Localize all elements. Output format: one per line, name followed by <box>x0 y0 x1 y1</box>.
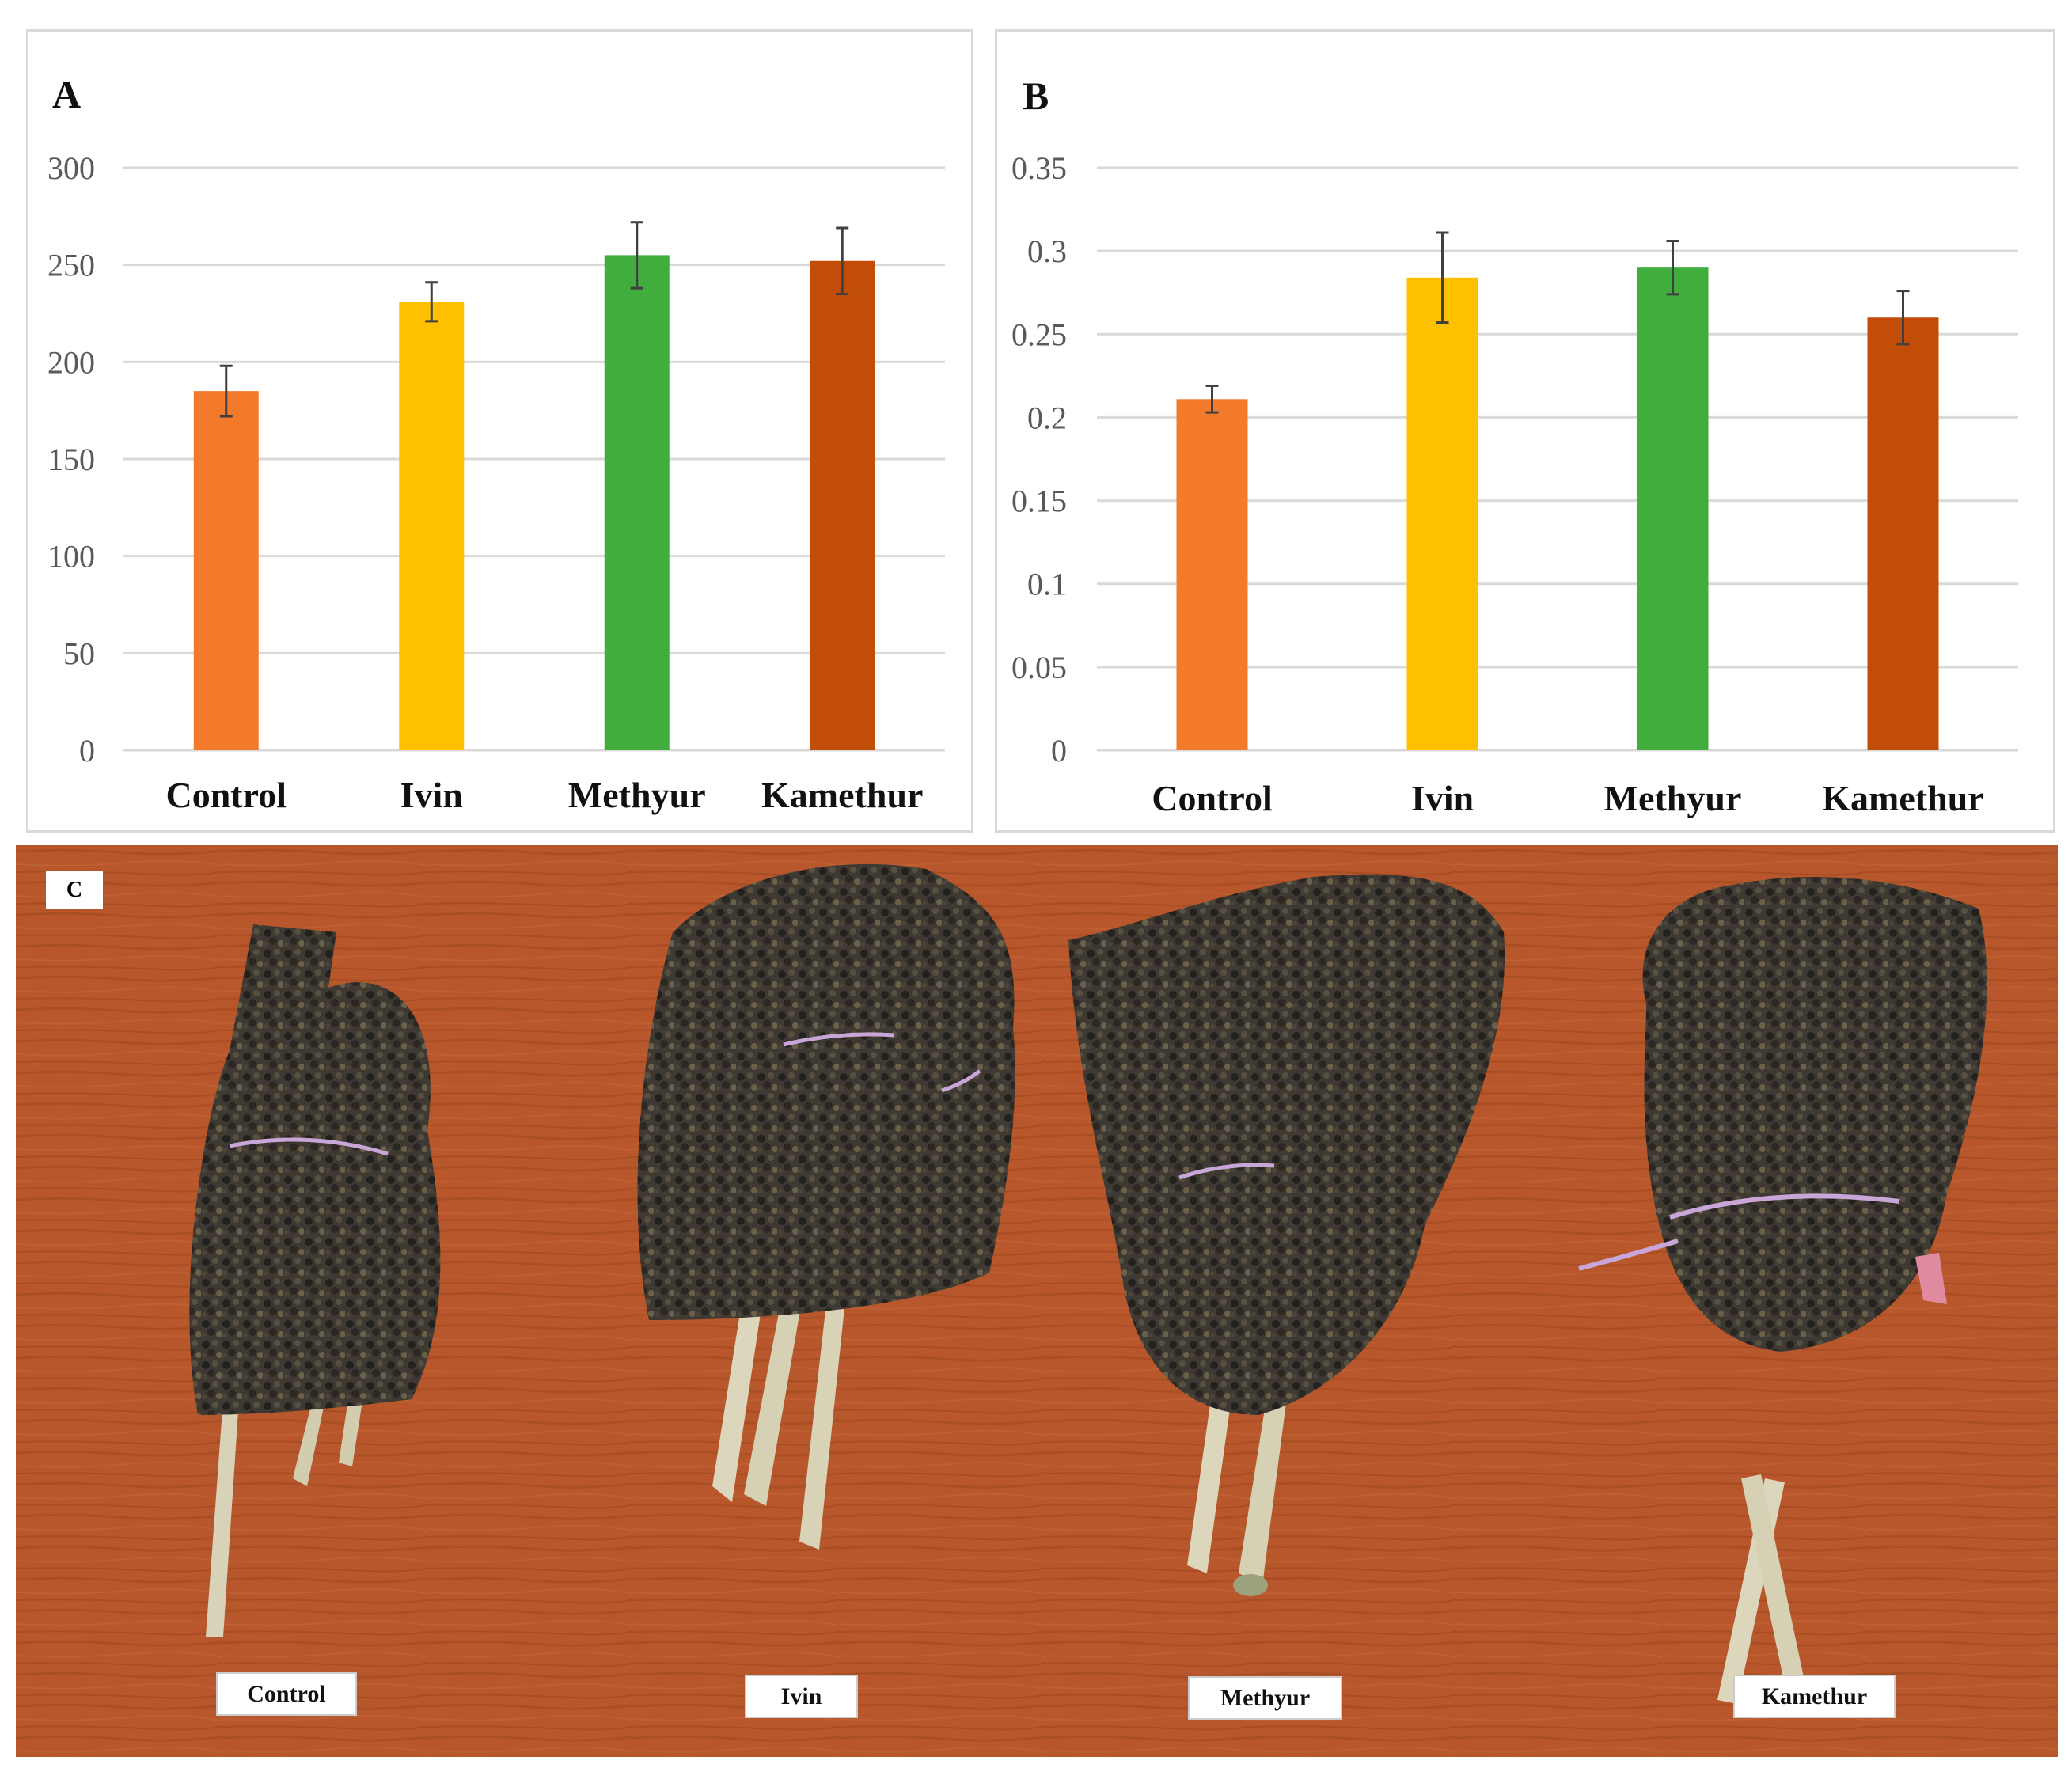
bar-chart-b: 0 0.05 0.1 0.15 0.2 0.25 0.3 0.35 Control Ivin Met… <box>1011 150 2018 818</box>
bar-control <box>1176 399 1248 750</box>
photo-illustration <box>16 845 2058 1757</box>
panel-letter-c: C <box>46 871 103 909</box>
photo-label-methyur: Methyur <box>1188 1676 1342 1720</box>
y-tick-label: 0 <box>1051 733 1067 768</box>
photo-label-control: Control <box>216 1672 357 1716</box>
bar-control <box>193 391 259 750</box>
y-tick-label: 0.2 <box>1027 400 1067 435</box>
chart-panel-a: A 0 50 100 150 200 250 300 Control Ivin Methyur Ka… <box>26 29 973 833</box>
bar-ivin <box>399 302 465 750</box>
bar-ivin <box>1406 277 1478 750</box>
error-bar <box>1666 240 1679 296</box>
y-tick-label: 0.3 <box>1027 233 1067 269</box>
error-bar <box>219 364 233 418</box>
bar-chart-a: 0 50 100 150 200 250 300 Control Ivin Methyur Kame… <box>47 150 945 815</box>
sorghum-photo: C Control Ivin Methyur Kamethur <box>16 845 2058 1757</box>
y-tick-label: 0 <box>79 733 95 768</box>
error-bar <box>1436 231 1449 324</box>
y-tick-label: 0.35 <box>1011 150 1067 186</box>
y-tick-label: 150 <box>47 442 95 477</box>
x-tick-label-ivin: Ivin <box>1411 778 1474 818</box>
x-tick-label-kamethur: Kamethur <box>761 775 923 815</box>
x-tick-label-kamethur: Kamethur <box>1822 778 1983 818</box>
panel-letter-a: A <box>52 72 82 116</box>
ivin-sorghum-bundle <box>637 863 1015 1550</box>
error-bar <box>630 221 643 290</box>
y-tick-label: 50 <box>63 635 95 671</box>
error-bar <box>425 281 438 323</box>
y-tick-label: 250 <box>47 248 95 283</box>
y-tick-label: 0.1 <box>1027 567 1067 602</box>
x-tick-label-ivin: Ivin <box>400 775 463 815</box>
control-sorghum-bundle <box>189 924 441 1637</box>
x-tick-label-methyur: Methyur <box>1604 778 1742 818</box>
error-bar <box>836 226 849 295</box>
kamethur-sorghum-bundle <box>1578 877 1987 1704</box>
bar-methyur <box>1637 267 1709 751</box>
bar-kamethur <box>1867 317 1939 750</box>
chart-panel-b: B 0 0.05 0.1 0.15 0.2 0.25 0.3 0.35 Control Ivin M… <box>995 29 2055 833</box>
y-tick-label: 0.15 <box>1011 484 1067 519</box>
error-bar <box>1896 290 1910 346</box>
panel-letter-b: B <box>1023 74 1049 118</box>
photo-label-kamethur: Kamethur <box>1733 1675 1896 1718</box>
x-tick-label-methyur: Methyur <box>568 775 706 815</box>
methyur-sorghum-bundle <box>1068 874 1505 1596</box>
y-tick-label: 0.05 <box>1011 650 1067 685</box>
x-tick-label-control: Control <box>1152 778 1273 818</box>
y-tick-label: 0.25 <box>1011 317 1067 352</box>
y-tick-label: 300 <box>47 150 95 186</box>
y-tick-label: 100 <box>47 539 95 575</box>
error-bar <box>1205 384 1219 414</box>
y-tick-label: 200 <box>47 344 95 380</box>
x-tick-label-control: Control <box>166 775 287 815</box>
bar-methyur <box>604 255 670 750</box>
bar-kamethur <box>810 260 875 750</box>
photo-label-ivin: Ivin <box>745 1675 858 1718</box>
